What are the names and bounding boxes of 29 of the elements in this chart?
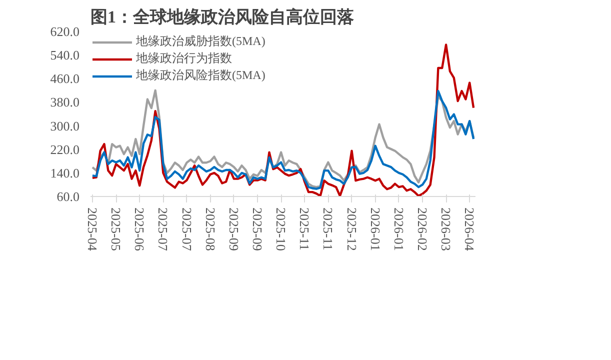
y-tick-label: 380.0 <box>50 94 80 110</box>
legend-label: 地缘政治行为指数 <box>136 50 232 67</box>
x-tick-label: 2026-01 <box>391 208 406 251</box>
y-tick-label: 300.0 <box>50 118 80 134</box>
y-tick-label: 620.0 <box>50 24 80 39</box>
x-tick-label: 2026-04 <box>462 208 478 252</box>
legend-label: 地缘政治风险指数(5MA) <box>136 67 266 84</box>
x-tick-label: 2025-11 <box>297 208 312 250</box>
y-tick-label: 460.0 <box>50 71 80 86</box>
x-tick-label: 2026-03 <box>438 208 454 251</box>
chart-title: 图1：全球地缘政治风险自高位回落 <box>90 8 354 26</box>
y-tick-label: 60.0 <box>56 189 80 204</box>
x-tick-label: 2025-12 <box>344 208 360 251</box>
x-tick-label: 2025-10 <box>274 208 289 251</box>
x-tick-label: 2025-08 <box>202 208 218 251</box>
x-tick-label: 2025-04 <box>84 208 100 252</box>
x-tick-label: 2025-09 <box>250 208 265 251</box>
y-tick-label: 220.0 <box>50 142 80 157</box>
x-tick-label: 2025-07 <box>156 208 171 252</box>
x-tick-label: 2025-05 <box>108 208 124 251</box>
x-tick-label: 2025-06 <box>132 208 148 252</box>
x-tick-label: 2025-07 <box>179 208 194 252</box>
x-tick-label: 2025-11 <box>320 208 336 250</box>
x-tick-label: 2026-02 <box>414 208 430 251</box>
y-tick-label: 140.0 <box>50 165 80 180</box>
x-tick-label: 2025-09 <box>226 208 242 251</box>
legend-label: 地缘政治威胁指数(5MA) <box>136 33 266 50</box>
y-tick-label: 540.0 <box>50 48 80 63</box>
x-tick-label: 2026-01 <box>368 208 383 251</box>
